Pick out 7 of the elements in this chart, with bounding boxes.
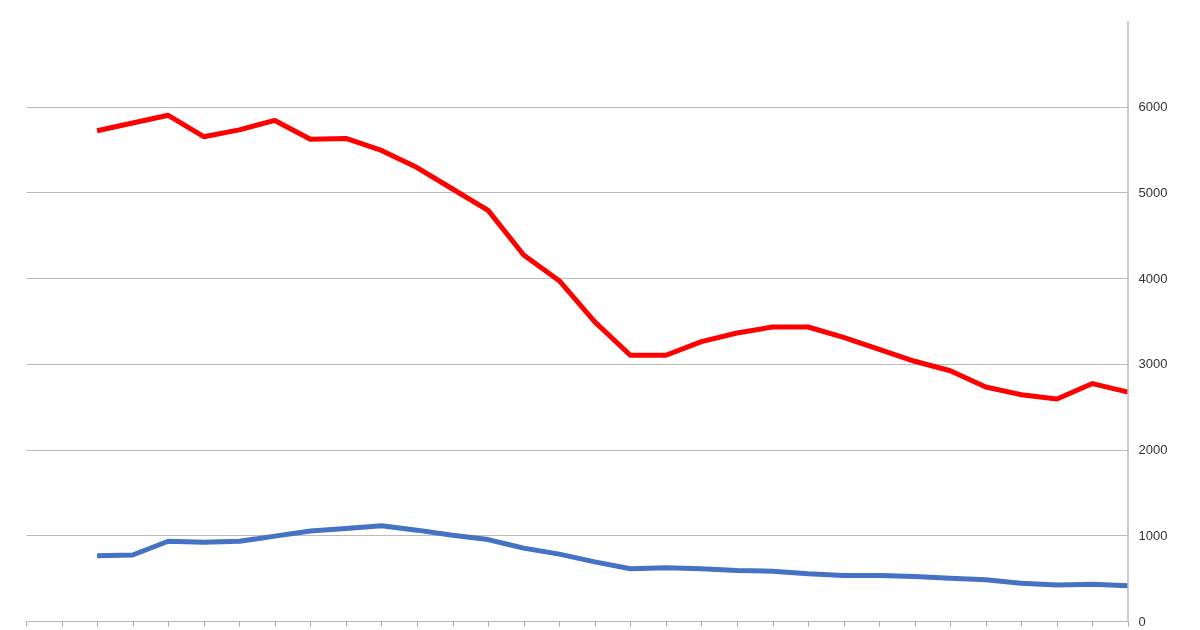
y-tick-label: 2000 <box>1138 442 1168 458</box>
y-tick-label: 0 <box>1138 613 1146 629</box>
y-tick-label: 1000 <box>1138 527 1168 543</box>
y-tick-label: 5000 <box>1138 184 1168 200</box>
y-tick-label: 6000 <box>1138 99 1168 115</box>
y-tick-label: 3000 <box>1138 356 1168 372</box>
y-tick-label: 4000 <box>1138 270 1168 286</box>
